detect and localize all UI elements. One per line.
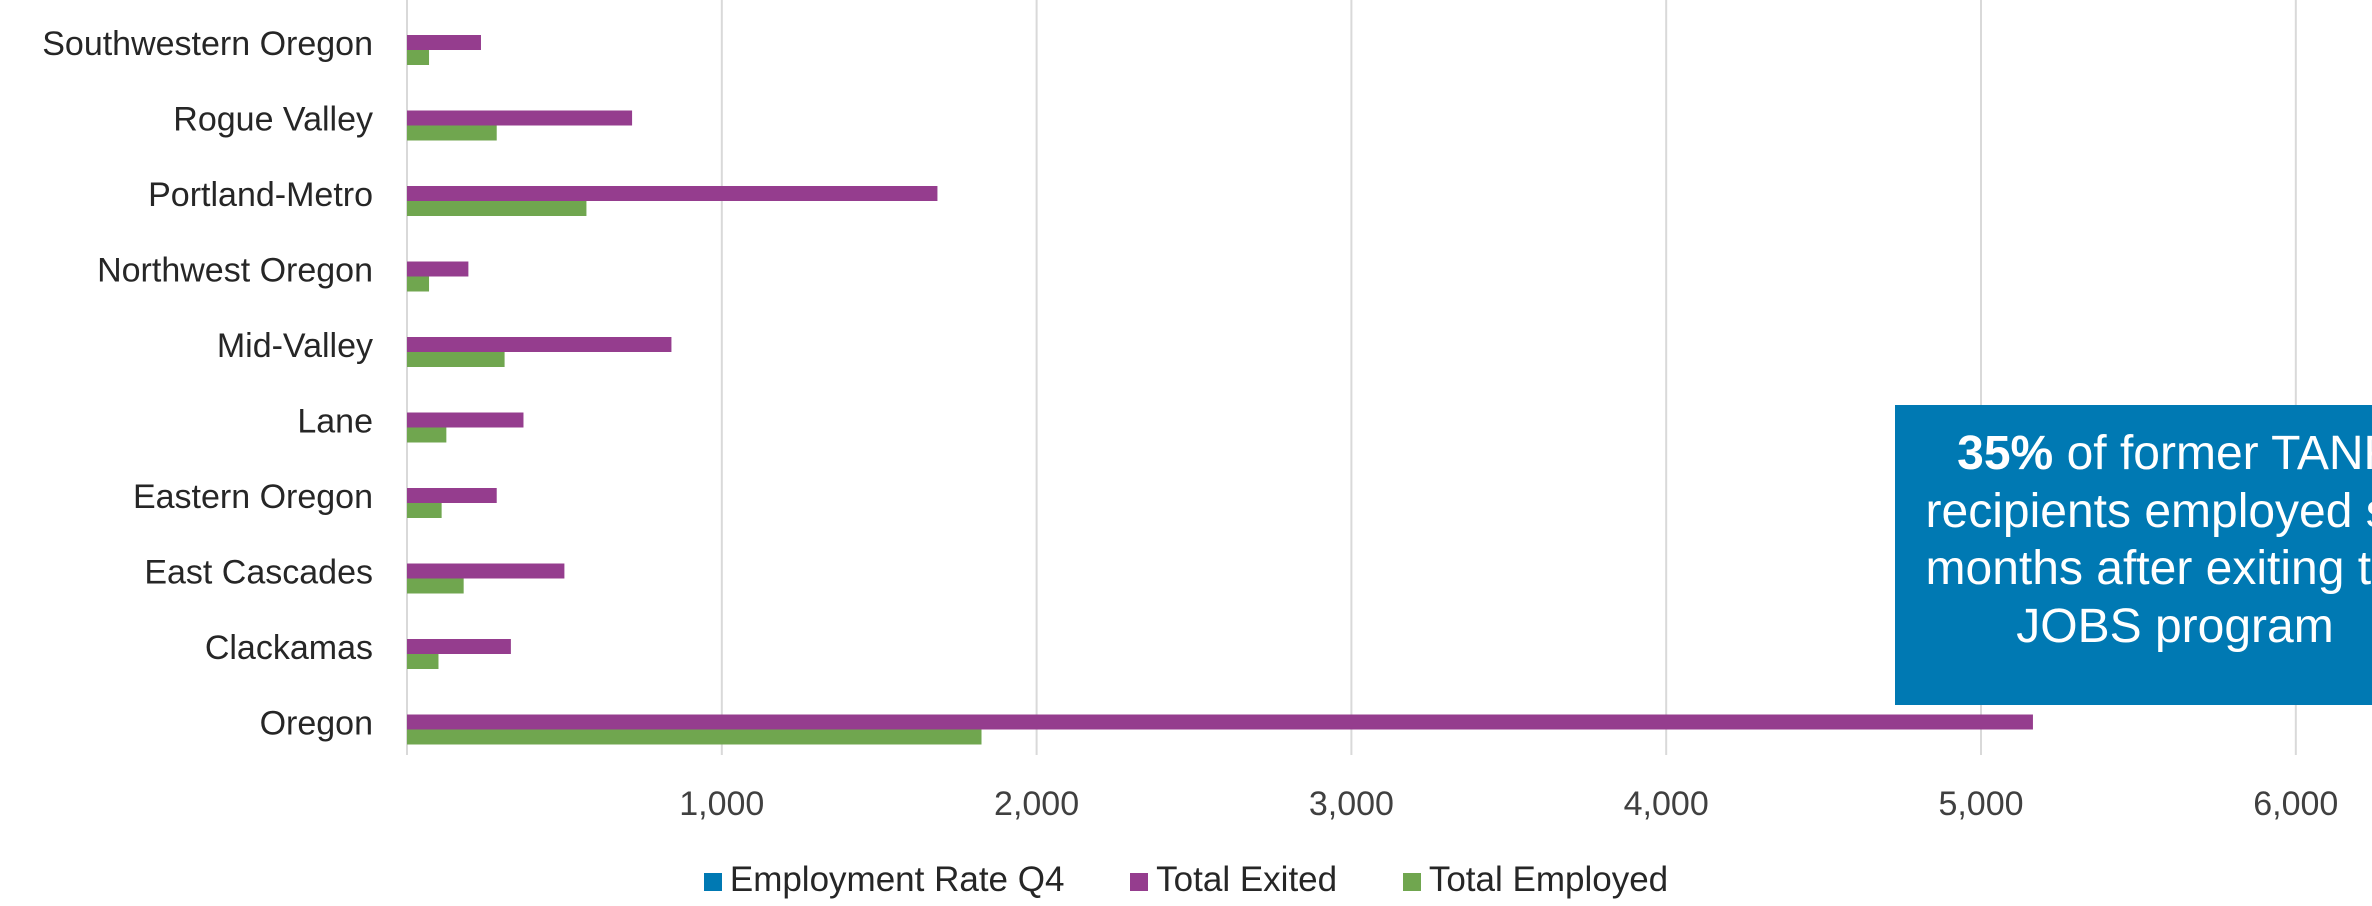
bar-total-employed [407, 503, 442, 518]
bar-total-employed [407, 276, 430, 292]
category-labels: Southwestern Oregon Rogue Valley Portland-… [42, 25, 373, 743]
category-label: Eastern Oregon [133, 478, 373, 516]
callout-text: of former TANF recipients employed six m… [1925, 427, 2372, 653]
tick-labels: 1,000 2,000 3,000 4,000 5,000 6,000 [679, 785, 2338, 823]
bar-total-exited [407, 35, 481, 50]
bar-total-exited [407, 639, 511, 654]
legend-item-total-employed: Total Employed [1402, 860, 1669, 900]
category-label: Northwest Oregon [97, 252, 373, 290]
bar-total-exited [407, 110, 633, 126]
category-label: Oregon [260, 705, 373, 743]
callout-percent: 35% [1957, 427, 2054, 480]
bar-total-employed [407, 201, 587, 216]
bar-total-exited [407, 412, 524, 428]
category-label: Southwestern Oregon [42, 25, 373, 63]
legend: Employment Rate Q4 Total Exited Total Em… [0, 860, 2372, 900]
legend-item-total-exited: Total Exited [1130, 860, 1337, 900]
bar-total-employed [407, 729, 982, 745]
x-tick-label: 6,000 [2253, 785, 2338, 823]
bar-total-exited [407, 186, 938, 201]
bars [407, 35, 2033, 745]
x-tick-label: 5,000 [1938, 785, 2023, 823]
x-tick-label: 1,000 [679, 785, 764, 823]
bar-total-employed [407, 125, 497, 141]
category-label: Portland-Metro [148, 176, 373, 214]
legend-swatch-total-employed [1402, 873, 1421, 891]
x-tick-label: 2,000 [994, 785, 1079, 823]
bar-total-exited [407, 714, 2033, 730]
bar-total-exited [407, 337, 672, 352]
bar-total-employed [407, 427, 447, 443]
bar-total-employed [407, 578, 464, 594]
callout-box: 35% of former TANF recipients employed s… [1895, 405, 2372, 705]
bar-total-employed [407, 50, 430, 65]
bar-total-exited [407, 488, 497, 503]
legend-label: Total Employed [1428, 860, 1669, 899]
x-tick-label: 3,000 [1309, 785, 1394, 823]
legend-item-employment-rate: Employment Rate Q4 [703, 860, 1065, 900]
bar-total-employed [407, 352, 505, 367]
gridlines [406, 0, 2297, 755]
category-label: Clackamas [205, 629, 373, 667]
bar-total-exited [407, 261, 469, 277]
bar-total-exited [407, 563, 565, 579]
category-label: East Cascades [144, 554, 373, 592]
category-label: Rogue Valley [173, 101, 373, 139]
bar-total-employed [407, 654, 439, 669]
legend-swatch-total-exited [1130, 873, 1149, 891]
legend-swatch-employment-rate [703, 873, 722, 891]
category-label: Mid-Valley [217, 327, 373, 365]
legend-label: Employment Rate Q4 [729, 860, 1065, 899]
category-label: Lane [297, 403, 373, 441]
legend-label: Total Exited [1156, 860, 1338, 899]
x-tick-label: 4,000 [1624, 785, 1709, 823]
